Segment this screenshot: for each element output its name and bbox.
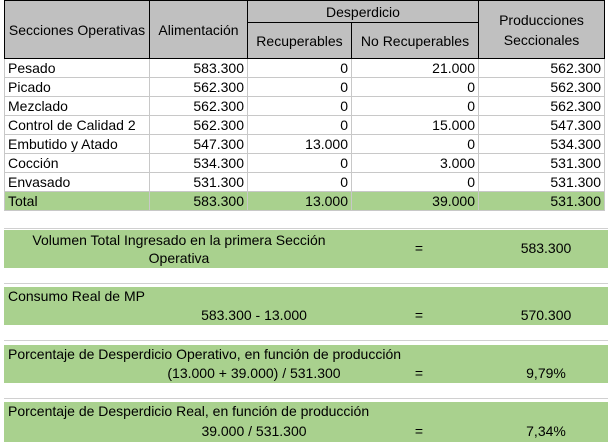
row-no-recuperables: 3.000 (351, 153, 479, 173)
desperdicio-real-equals: = (414, 423, 424, 439)
total-no-recuperables: 39.000 (351, 191, 479, 211)
waste-table: Secciones Operativas Alimentación Desper… (4, 0, 605, 211)
table-row[interactable]: Cocción 534.300 0 3.000 531.300 (4, 153, 605, 173)
row-name: Embutido y Atado (4, 134, 150, 154)
desperdicio-operativo-equals: = (414, 365, 424, 381)
row-no-recuperables: 0 (351, 172, 479, 192)
desperdicio-operativo-value: 9,79% (526, 365, 566, 381)
table-row[interactable]: Pesado 583.300 0 21.000 562.300 (4, 58, 605, 78)
header-secciones: Secciones Operativas (4, 0, 150, 59)
row-recuperables: 0 (247, 96, 352, 116)
row-alimentacion: 562.300 (149, 77, 248, 97)
row-no-recuperables: 0 (351, 134, 479, 154)
header-recuperables: Recuperables (247, 22, 352, 59)
row-alimentacion: 534.300 (149, 153, 248, 173)
desperdicio-real-label: Porcentaje de Desperdicio Real, en funci… (8, 403, 370, 419)
total-recuperables: 13.000 (247, 191, 352, 211)
row-no-recuperables: 0 (351, 77, 479, 97)
total-label: Total (4, 191, 150, 211)
volumen-total-band: Volumen Total Ingresado en la primera Se… (4, 230, 608, 268)
row-produccion: 562.300 (478, 77, 605, 97)
row-name: Picado (4, 77, 150, 97)
desperdicio-real-formula: 39.000 / 531.300 (201, 423, 307, 439)
volumen-total-value: 583.300 (520, 240, 572, 256)
row-recuperables: 13.000 (247, 134, 352, 154)
row-produccion: 534.300 (478, 134, 605, 154)
row-alimentacion: 531.300 (149, 172, 248, 192)
table-row[interactable]: Envasado 531.300 0 0 531.300 (4, 172, 605, 192)
table-row[interactable]: Embutido y Atado 547.300 13.000 0 534.30… (4, 134, 605, 154)
row-name: Control de Calidad 2 (4, 115, 150, 135)
desperdicio-operativo-formula: (13.000 + 39.000) / 531.300 (167, 365, 341, 381)
table-row[interactable]: Picado 562.300 0 0 562.300 (4, 77, 605, 97)
table-row[interactable]: Mezclado 562.300 0 0 562.300 (4, 96, 605, 116)
row-name: Envasado (4, 172, 150, 192)
row-recuperables: 0 (247, 77, 352, 97)
row-alimentacion: 547.300 (149, 134, 248, 154)
header-no-recuperables: No Recuperables (351, 22, 479, 59)
consumo-real-band: Consumo Real de MP 583.300 - 13.000 = 57… (4, 287, 608, 325)
desperdicio-operativo-band: Porcentaje de Desperdicio Operativo, en … (4, 345, 608, 383)
row-name: Mezclado (4, 96, 150, 116)
consumo-real-equals: = (414, 307, 424, 323)
row-alimentacion: 562.300 (149, 96, 248, 116)
header-producciones: Producciones Seccionales (478, 0, 605, 59)
consumo-real-value: 570.300 (520, 307, 572, 323)
table-row[interactable]: Control de Calidad 2 562.300 0 15.000 54… (4, 115, 605, 135)
row-produccion: 562.300 (478, 58, 605, 78)
volumen-total-label: Volumen Total Ingresado en la primera Se… (32, 232, 326, 266)
row-produccion: 531.300 (478, 172, 605, 192)
header-alimentacion: Alimentación (149, 0, 248, 59)
row-alimentacion: 562.300 (149, 115, 248, 135)
header-desperdicio: Desperdicio (247, 0, 479, 23)
total-produccion: 531.300 (478, 191, 605, 211)
row-produccion: 531.300 (478, 153, 605, 173)
desperdicio-real-value: 7,34% (526, 423, 566, 439)
row-recuperables: 0 (247, 115, 352, 135)
desperdicio-real-band: Porcentaje de Desperdicio Real, en funci… (4, 402, 608, 442)
row-name: Pesado (4, 58, 150, 78)
row-produccion: 562.300 (478, 96, 605, 116)
row-recuperables: 0 (247, 58, 352, 78)
total-alimentacion: 583.300 (149, 191, 248, 211)
consumo-real-label: Consumo Real de MP (8, 288, 145, 304)
row-name: Cocción (4, 153, 150, 173)
row-no-recuperables: 21.000 (351, 58, 479, 78)
consumo-real-formula: 583.300 - 13.000 (201, 307, 307, 323)
row-recuperables: 0 (247, 153, 352, 173)
desperdicio-operativo-label: Porcentaje de Desperdicio Operativo, en … (8, 346, 402, 362)
row-no-recuperables: 0 (351, 96, 479, 116)
row-alimentacion: 583.300 (149, 58, 248, 78)
total-row[interactable]: Total 583.300 13.000 39.000 531.300 (4, 191, 605, 211)
volumen-total-equals: = (414, 240, 424, 256)
row-produccion: 547.300 (478, 115, 605, 135)
row-no-recuperables: 15.000 (351, 115, 479, 135)
row-recuperables: 0 (247, 172, 352, 192)
